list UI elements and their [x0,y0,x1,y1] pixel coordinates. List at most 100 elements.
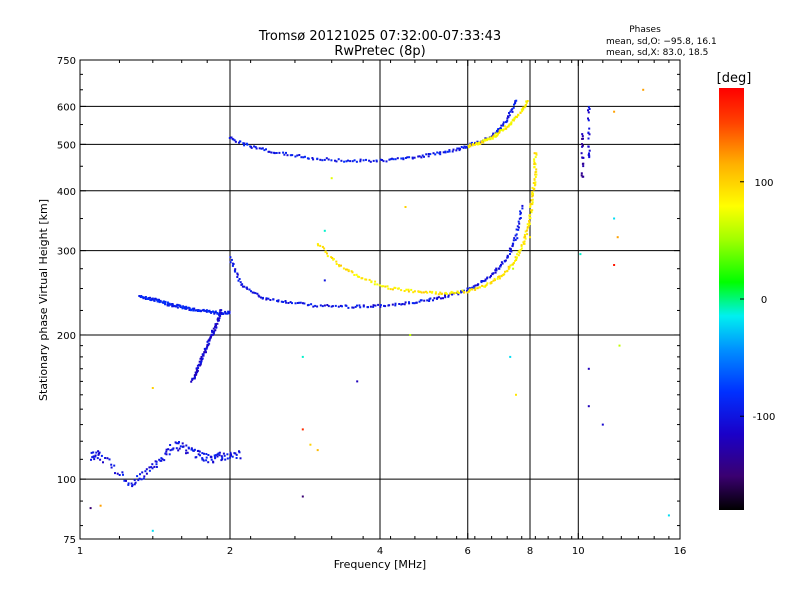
data-point [524,105,527,108]
data-point [467,287,470,290]
data-point [518,251,521,254]
data-point [498,131,501,134]
data-point [190,380,193,383]
data-point [667,514,670,517]
data-point [413,290,416,293]
data-point [229,256,232,259]
data-point [205,459,208,462]
data-point [321,245,324,248]
data-point [370,281,373,284]
data-point [372,304,375,307]
data-point [237,279,240,282]
data-point [452,291,455,294]
data-point [178,447,181,450]
data-point [512,262,515,265]
x-tick-label: 6 [465,546,471,557]
data-point [519,217,522,219]
data-point [582,165,585,168]
data-point [241,285,244,288]
data-point [389,158,392,161]
data-point [233,139,236,142]
data-point [164,300,167,303]
data-point [531,209,534,212]
data-point [190,447,193,450]
data-point [158,298,160,301]
data-point [202,354,205,357]
data-point [230,258,233,261]
data-point [492,132,495,135]
data-point [497,267,500,270]
data-point [94,454,97,457]
data-point [263,149,266,152]
data-point [197,363,200,366]
data-point [471,288,474,291]
data-point [356,275,359,278]
data-point [498,277,501,280]
data-point [97,450,100,453]
data-point [217,318,220,321]
data-point [432,299,434,302]
data-point [404,301,407,304]
data-point [394,304,397,307]
data-point [415,301,418,304]
data-point [508,114,511,117]
data-point [471,287,474,289]
phases-legend-o-mode: mean, sd,O: −95.8, 16.1 [606,37,717,47]
data-point [506,254,509,257]
data-point [504,259,507,262]
data-point [194,376,196,379]
data-point [232,263,235,265]
data-point [218,311,221,314]
data-point [454,292,457,294]
data-point [429,297,432,300]
data-point [484,285,486,288]
data-point [269,299,272,301]
data-point [151,529,154,532]
data-point [272,298,275,301]
data-point [486,137,489,140]
data-point [205,351,207,354]
data-point [227,310,230,313]
x-tick-label: 10 [572,546,585,557]
data-point [458,147,460,150]
data-point [382,285,385,288]
data-point [130,482,133,485]
data-point [307,157,310,160]
data-point [347,269,350,272]
data-point [508,112,510,114]
data-point [277,299,280,302]
data-point [522,106,525,109]
data-point [385,160,388,163]
data-point [398,303,401,305]
data-point [265,297,268,300]
data-point [337,305,340,308]
data-point [236,272,239,275]
data-point [502,274,505,277]
data-point [335,160,338,163]
data-point [418,300,421,303]
data-point [515,233,518,236]
data-point [410,288,413,291]
data-point [467,290,470,293]
data-point [228,137,231,139]
data-point [642,88,645,91]
data-point [400,157,403,160]
data-point [490,281,493,283]
data-point [169,444,172,446]
data-point [92,451,95,454]
data-point [489,136,492,139]
data-point [429,290,431,293]
data-point [587,137,590,140]
data-point [588,152,590,155]
data-point [340,159,343,162]
data-point [231,264,234,267]
data-point [531,201,534,204]
data-point [374,304,377,307]
grid-lines [80,60,680,539]
data-point [359,306,362,309]
data-point [533,162,536,164]
data-point [296,154,299,157]
data-point [494,271,497,274]
data-point [517,226,520,229]
data-point [587,109,589,112]
